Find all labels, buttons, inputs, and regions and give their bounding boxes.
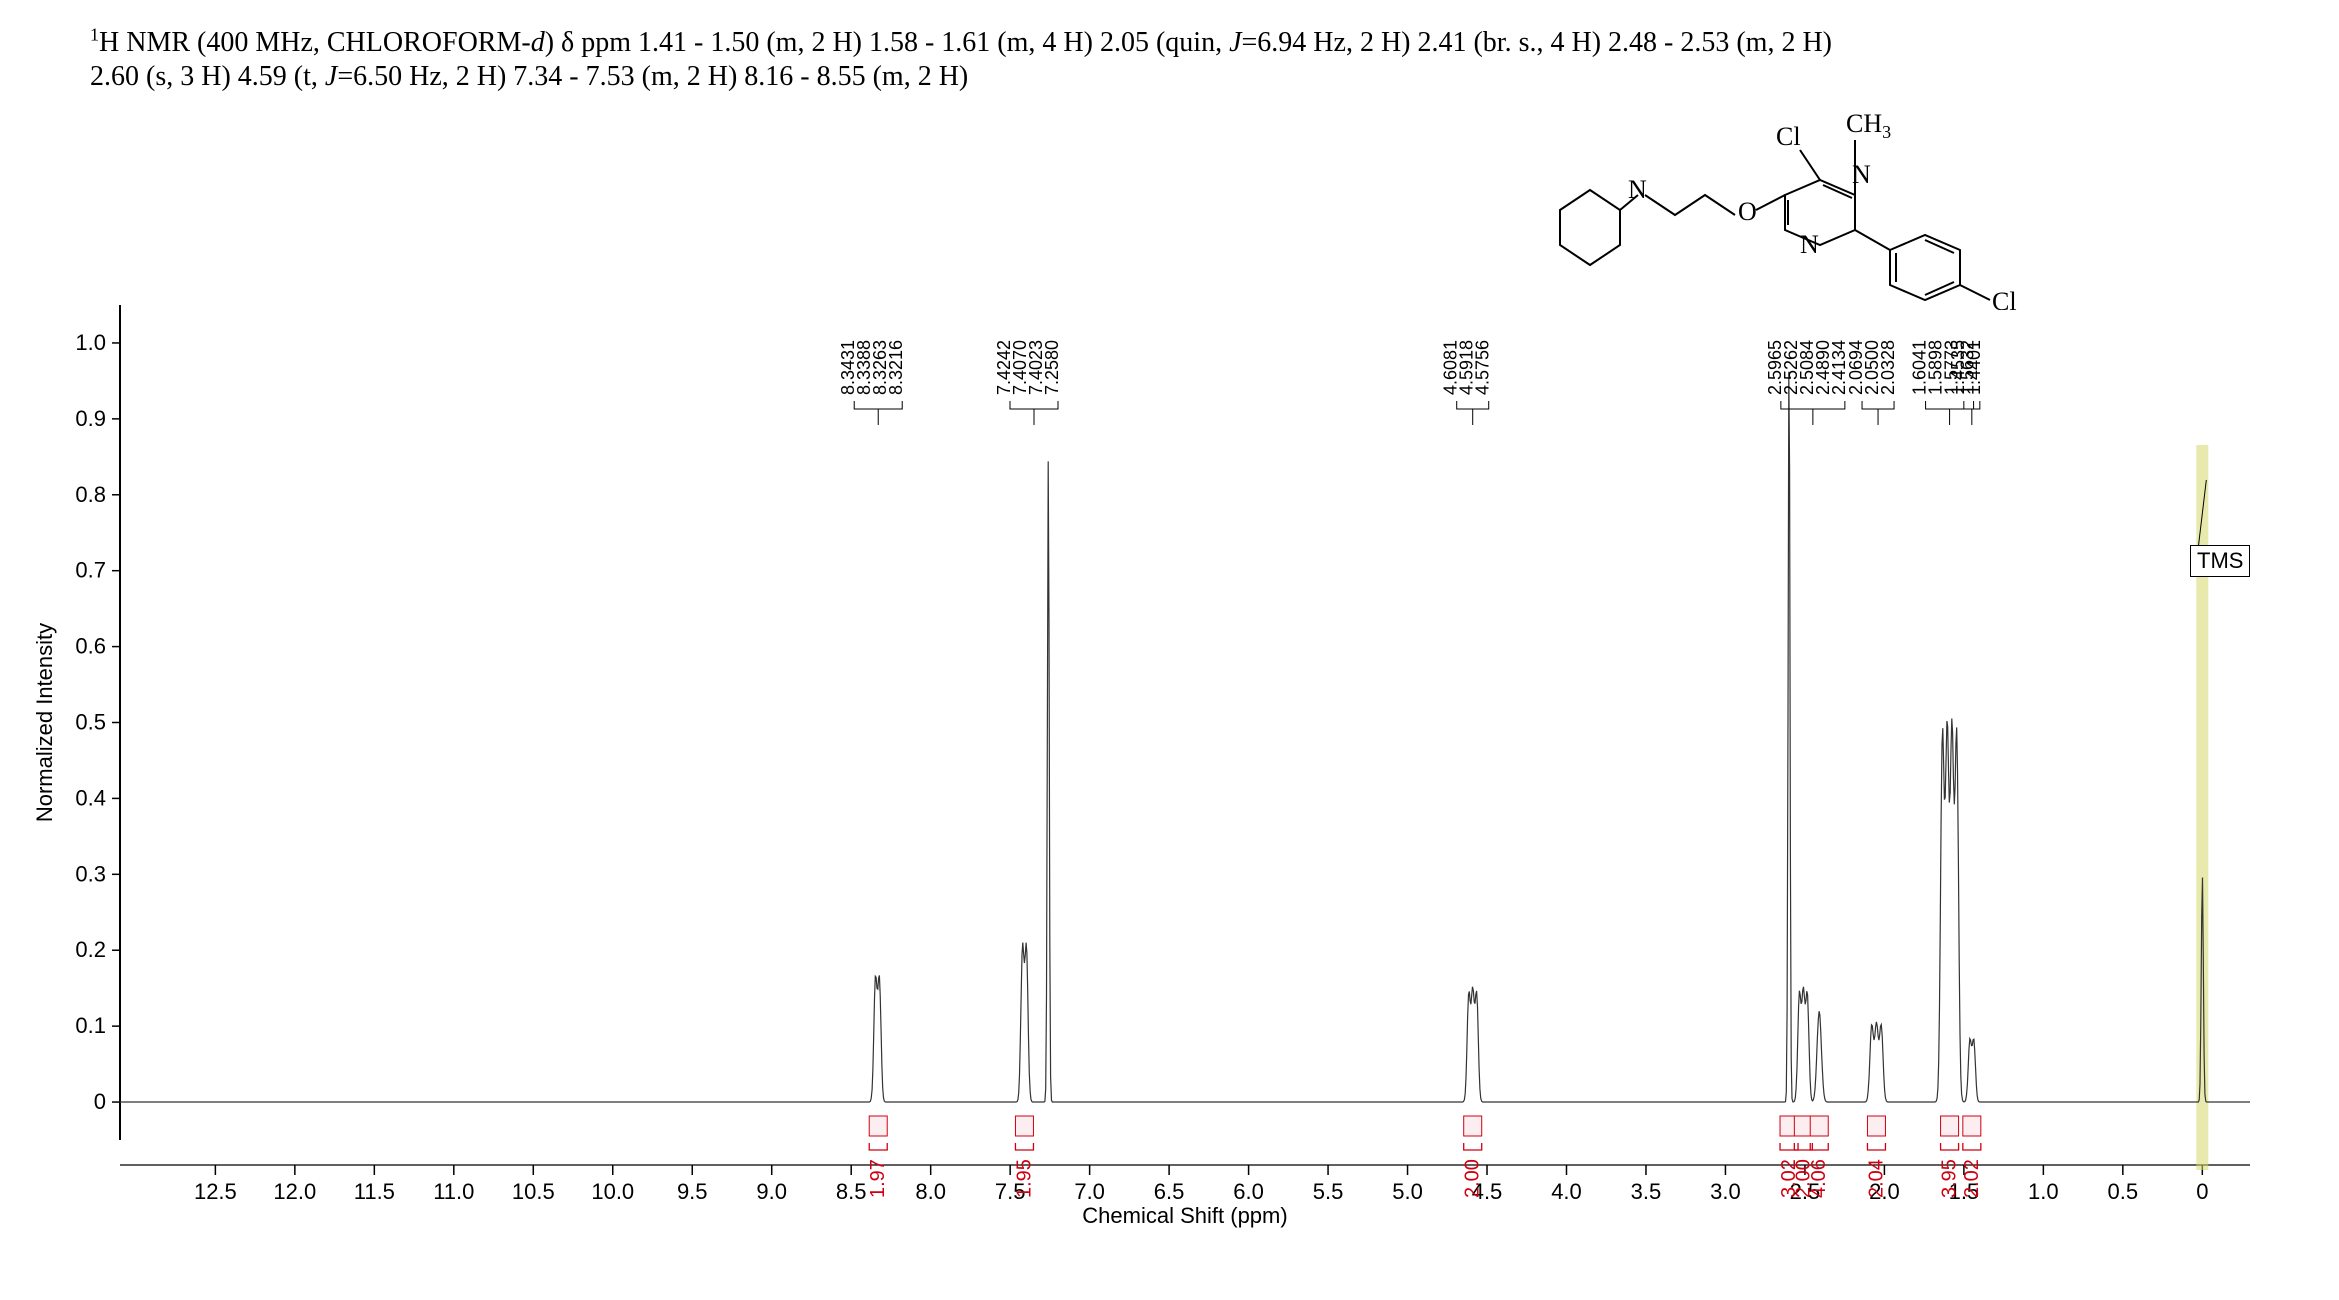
integral-bracket xyxy=(1941,1143,1959,1150)
integral-value: 2.02 xyxy=(1961,1159,1983,1198)
peak-label-bracket xyxy=(1964,401,1980,409)
x-tick-label: 4.0 xyxy=(1551,1179,1582,1204)
y-tick-label: 0.5 xyxy=(75,710,106,735)
y-tick-label: 0.1 xyxy=(75,1013,106,1038)
x-tick-label: 3.0 xyxy=(1710,1179,1741,1204)
x-tick-label: 5.0 xyxy=(1392,1179,1423,1204)
peak-label-bracket xyxy=(1781,401,1845,409)
x-tick-label: 0.5 xyxy=(2108,1179,2139,1204)
integral-region xyxy=(1464,1116,1482,1136)
integral-region xyxy=(1015,1116,1033,1136)
x-tick-label: 9.5 xyxy=(677,1179,708,1204)
integral-value: 2.00 xyxy=(1462,1159,1484,1198)
integral-value: 1.95 xyxy=(1013,1159,1035,1198)
peak-label-bracket xyxy=(1457,401,1489,409)
integral-region xyxy=(869,1116,887,1136)
integral-bracket xyxy=(1015,1143,1033,1150)
y-tick-label: 0.4 xyxy=(75,785,106,810)
peak-ppm-label: 1.4401 xyxy=(1964,340,1984,395)
x-tick-label: 3.5 xyxy=(1631,1179,1662,1204)
x-tick-label: 7.0 xyxy=(1074,1179,1105,1204)
integral-bracket xyxy=(869,1143,887,1150)
spectrum-trace xyxy=(120,372,2250,1102)
x-tick-label: 11.5 xyxy=(354,1179,395,1204)
integral-region xyxy=(1941,1116,1959,1136)
integral-value: 4.06 xyxy=(1808,1159,1830,1198)
integral-value: 2.04 xyxy=(1865,1159,1887,1198)
integral-region xyxy=(1810,1116,1828,1136)
y-axis-title: Normalized Intensity xyxy=(32,623,57,822)
peak-label-bracket xyxy=(1010,401,1058,409)
atom-cl2: Cl xyxy=(1992,287,2017,310)
x-tick-label: 6.5 xyxy=(1154,1179,1185,1204)
peak-ppm-label: 2.0328 xyxy=(1878,340,1898,395)
molecule-structure: N O N N Cl CH3 Cl xyxy=(1520,80,2040,310)
y-tick-label: 0.2 xyxy=(75,937,106,962)
peak-ppm-label: 7.2580 xyxy=(1042,340,1062,395)
x-tick-label: 6.0 xyxy=(1233,1179,1264,1204)
integral-region xyxy=(1867,1116,1885,1136)
y-tick-label: 0.9 xyxy=(75,406,106,431)
y-tick-label: 1.0 xyxy=(75,330,106,355)
tms-annotation: TMS xyxy=(2190,545,2250,577)
y-tick-label: 0 xyxy=(94,1089,106,1114)
x-tick-label: 12.5 xyxy=(194,1179,237,1204)
peak-label-bracket xyxy=(1862,401,1894,409)
integral-bracket xyxy=(1963,1143,1981,1150)
y-tick-label: 0.8 xyxy=(75,482,106,507)
integral-region xyxy=(1963,1116,1981,1136)
integral-bracket xyxy=(1464,1143,1482,1150)
x-tick-label: 8.0 xyxy=(915,1179,946,1204)
peak-label-bracket xyxy=(854,401,902,409)
integral-value: 1.97 xyxy=(867,1159,889,1198)
integral-bracket xyxy=(1867,1143,1885,1150)
atom-n-ring2: N xyxy=(1800,230,1819,259)
x-tick-label: 8.5 xyxy=(836,1179,867,1204)
x-tick-label: 12.0 xyxy=(273,1179,316,1204)
peak-label-bracket xyxy=(1926,401,1974,409)
peak-ppm-label: 4.5756 xyxy=(1473,340,1493,395)
y-tick-label: 0.6 xyxy=(75,634,106,659)
atom-n-piperidine: N xyxy=(1628,175,1647,204)
y-tick-label: 0.3 xyxy=(75,861,106,886)
x-tick-label: 9.0 xyxy=(756,1179,787,1204)
integral-region xyxy=(1794,1116,1812,1136)
x-tick-label: 1.0 xyxy=(2028,1179,2059,1204)
integral-value: 3.95 xyxy=(1939,1159,1961,1198)
x-tick-label: 10.0 xyxy=(591,1179,634,1204)
y-tick-label: 0.7 xyxy=(75,558,106,583)
x-tick-label: 5.5 xyxy=(1313,1179,1344,1204)
integral-bracket xyxy=(1780,1143,1798,1150)
atom-ch3: CH3 xyxy=(1846,109,1891,142)
x-tick-label: 10.5 xyxy=(512,1179,555,1204)
peak-ppm-label: 8.3216 xyxy=(886,340,906,395)
x-tick-label: 11.0 xyxy=(433,1179,474,1204)
x-axis-title: Chemical Shift (ppm) xyxy=(1082,1203,1287,1228)
atom-o: O xyxy=(1738,197,1757,226)
atom-cl1: Cl xyxy=(1776,122,1801,151)
x-tick-label: 0 xyxy=(2196,1179,2208,1204)
